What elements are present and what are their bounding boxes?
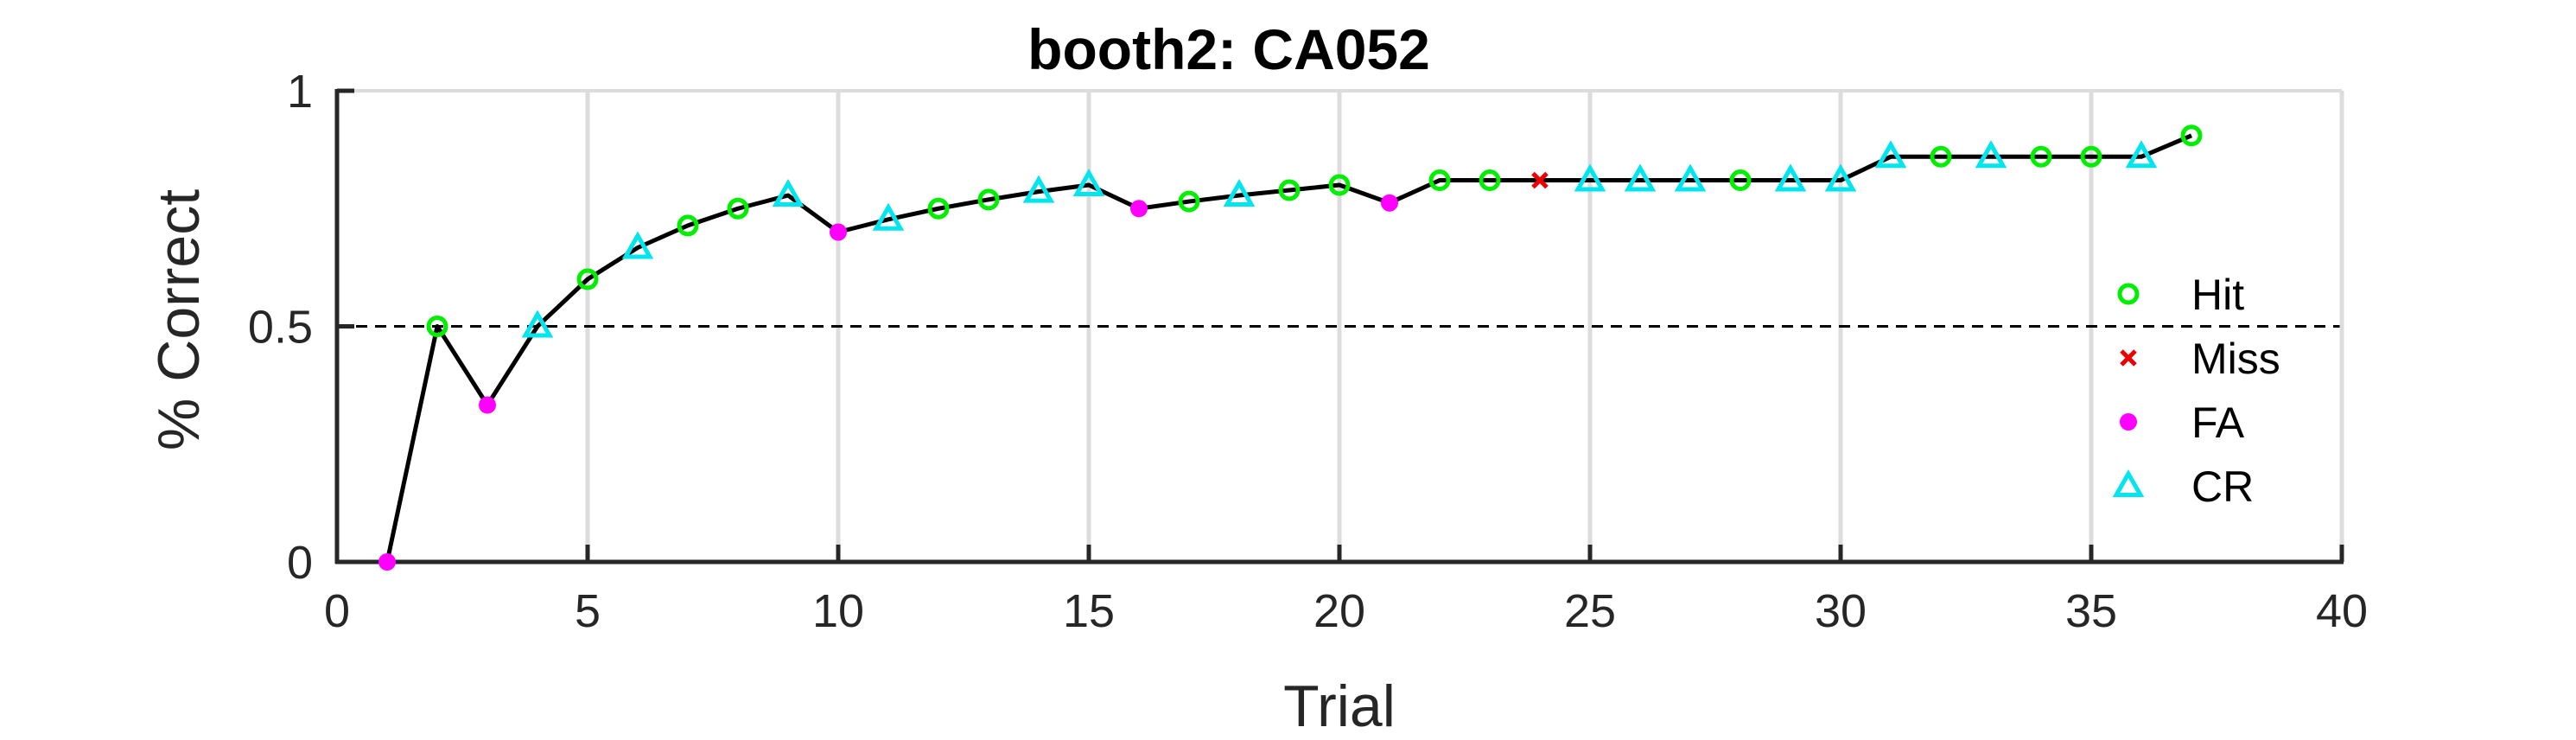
marker-hit-trial-34 — [2030, 145, 2052, 168]
marker-hit-trial-2 — [426, 316, 448, 337]
marker-cr-trial-6 — [621, 231, 654, 259]
x-tick-label: 15 — [1063, 585, 1115, 637]
marker-hit-trial-13 — [977, 188, 1000, 211]
legend-marker-cr — [2112, 469, 2145, 497]
y-tick-label: 0.5 — [248, 302, 313, 354]
marker-hit-trial-23 — [1479, 169, 1501, 192]
x-tick-label: 40 — [2316, 585, 2368, 637]
miss-stroke — [2120, 349, 2137, 367]
legend-marker-miss — [2120, 349, 2137, 367]
marker-fa-trial-10 — [830, 223, 847, 241]
legend-label-miss: Miss — [2191, 335, 2280, 383]
marker-hit-trial-7 — [677, 214, 699, 237]
marker-cr-trial-36 — [2125, 140, 2158, 169]
marker-fa-trial-3 — [479, 396, 496, 414]
marker-cr-trial-27 — [1674, 163, 1707, 192]
y-axis-label: % Correct — [146, 189, 212, 450]
marker-cr-trial-30 — [1824, 163, 1857, 192]
axes — [334, 88, 2344, 565]
x-tick-labels: 0 5 10 15 20 25 30 35 40 — [324, 585, 2368, 637]
x-axis-label: Trial — [1283, 673, 1396, 739]
legend-marker-fa — [2120, 413, 2137, 431]
marker-hit-trial-32 — [1930, 145, 1952, 168]
plot-area: 0 5 10 15 20 25 30 35 40 00.51 — [248, 66, 2368, 637]
marker-hit-trial-20 — [1328, 174, 1351, 196]
x-tick-label: 25 — [1564, 585, 1616, 637]
legend-label-hit: Hit — [2191, 271, 2244, 319]
marker-hit-trial-22 — [1428, 169, 1451, 192]
x-tick-label: 10 — [812, 585, 864, 637]
marker-fa-trial-16 — [1130, 200, 1148, 218]
marker-fa-trial-21 — [1381, 194, 1398, 212]
performance-line — [385, 133, 2192, 563]
marker-cr-trial-18 — [1223, 178, 1256, 207]
marker-cr-trial-26 — [1624, 163, 1657, 192]
marker-hit-trial-37 — [2180, 124, 2203, 147]
marker-cr-trial-9 — [772, 178, 805, 207]
marker-cr-trial-29 — [1774, 163, 1807, 192]
marker-hit-trial-8 — [727, 197, 749, 220]
y-tick-label: 1 — [287, 66, 313, 118]
legend-label-cr: CR — [2191, 462, 2254, 511]
x-tick-label: 0 — [324, 585, 350, 637]
marker-cr-trial-14 — [1022, 175, 1055, 203]
legend-label-fa: FA — [2191, 399, 2245, 447]
chart-title: booth2: CA052 — [1027, 17, 1430, 81]
marker-hit-trial-28 — [1729, 169, 1752, 192]
x-tick-label: 20 — [1313, 585, 1365, 637]
marker-hit-trial-19 — [1278, 179, 1301, 201]
legend-marker-hit — [2117, 283, 2140, 305]
marker-hit-trial-35 — [2080, 145, 2102, 168]
marker-cr-trial-33 — [1975, 140, 2007, 169]
marker-miss-trial-24 — [1531, 171, 1549, 189]
marker-cr-trial-31 — [1874, 140, 1907, 169]
legend: Hit Miss FA CR — [2112, 271, 2280, 511]
x-tick-label: 35 — [2065, 585, 2117, 637]
y-tick-labels: 00.51 — [248, 66, 313, 589]
miss-stroke — [1531, 171, 1549, 189]
marker-hit-trial-5 — [576, 268, 599, 290]
marker-hit-trial-17 — [1178, 190, 1200, 213]
x-tick-label: 30 — [1815, 585, 1867, 637]
marker-fa-trial-1 — [378, 553, 396, 571]
marker-cr-trial-4 — [521, 309, 554, 338]
marker-cr-trial-25 — [1574, 163, 1606, 192]
marker-cr-trial-15 — [1072, 168, 1105, 196]
y-tick-label: 0 — [287, 537, 313, 589]
data-markers — [378, 124, 2203, 571]
marker-hit-trial-12 — [927, 197, 950, 220]
marker-cr-trial-11 — [872, 202, 905, 231]
x-tick-label: 5 — [575, 585, 601, 637]
